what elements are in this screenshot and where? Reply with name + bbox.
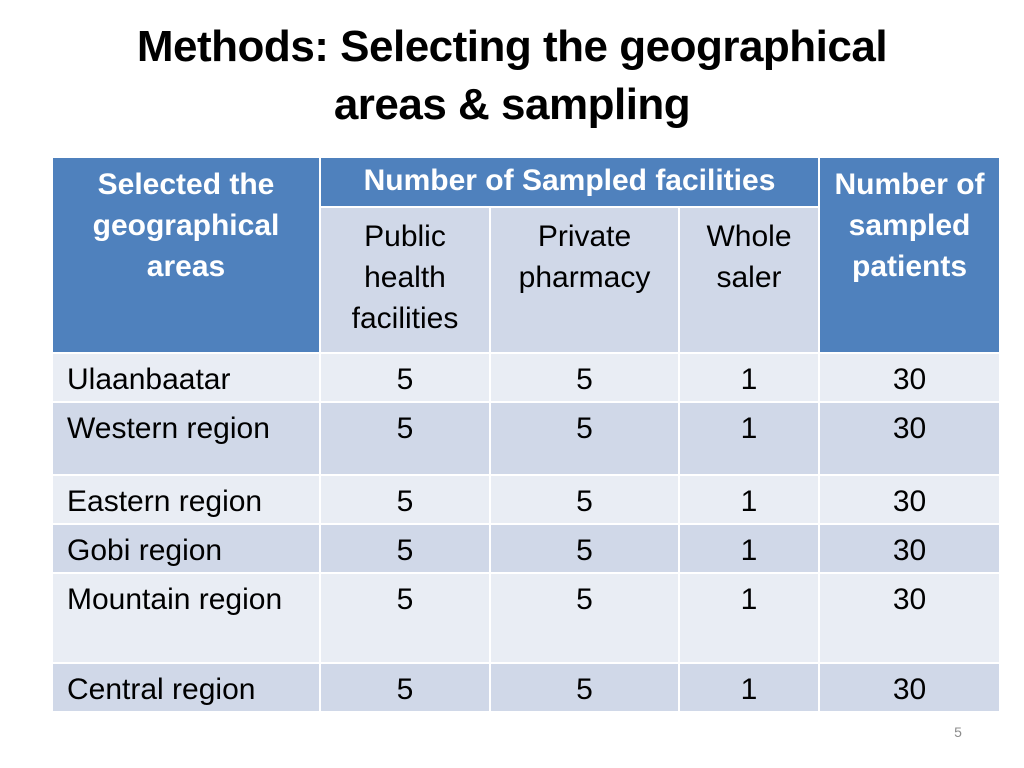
cell-private: 5 [489,352,680,403]
cell-public: 5 [319,523,491,574]
cell-area: Western region [51,401,321,476]
cell-whole: 1 [677,662,821,713]
table-row: Western region 5 5 1 30 [51,401,1002,476]
table-row: Central region 5 5 1 30 [51,662,1002,713]
cell-private: 5 [489,572,680,664]
table-row: Ulaanbaatar 5 5 1 30 [51,352,1002,403]
cell-whole: 1 [677,523,821,574]
header-private-pharmacy: Private pharmacy [489,205,680,354]
cell-area: Gobi region [51,523,321,574]
cell-whole: 1 [677,474,821,525]
cell-private: 5 [489,474,680,525]
slide-title: Methods: Selecting the geographical area… [0,18,1024,134]
sampling-table: Selected the geographical areas Number o… [51,156,1002,713]
cell-whole: 1 [677,401,821,476]
cell-private: 5 [489,523,680,574]
header-areas: Selected the geographical areas [51,156,321,354]
cell-private: 5 [489,401,680,476]
cell-patients: 30 [818,523,1002,574]
table-row: Gobi region 5 5 1 30 [51,523,1002,574]
cell-public: 5 [319,401,491,476]
table-row: Eastern region 5 5 1 30 [51,474,1002,525]
cell-area: Eastern region [51,474,321,525]
cell-patients: 30 [818,474,1002,525]
header-public-health: Public health facilities [319,205,491,354]
slide-title-line-2: areas & sampling [333,80,691,129]
cell-whole: 1 [677,572,821,664]
cell-public: 5 [319,572,491,664]
cell-patients: 30 [818,572,1002,664]
page-number: 5 [954,724,962,740]
cell-patients: 30 [818,352,1002,403]
cell-public: 5 [319,662,491,713]
cell-public: 5 [319,474,491,525]
header-whole-saler: Whole saler [677,205,821,354]
cell-private: 5 [489,662,680,713]
cell-patients: 30 [818,662,1002,713]
cell-public: 5 [319,352,491,403]
header-patients: Number of sampled patients [818,156,1002,354]
cell-area: Central region [51,662,321,713]
cell-area: Mountain region [51,572,321,664]
table-row: Mountain region 5 5 1 30 [51,572,1002,664]
cell-whole: 1 [677,352,821,403]
cell-area: Ulaanbaatar [51,352,321,403]
header-facilities-group: Number of Sampled facilities [318,156,821,208]
slide-title-line-1: Methods: Selecting the geographical [136,22,888,71]
cell-patients: 30 [818,401,1002,476]
